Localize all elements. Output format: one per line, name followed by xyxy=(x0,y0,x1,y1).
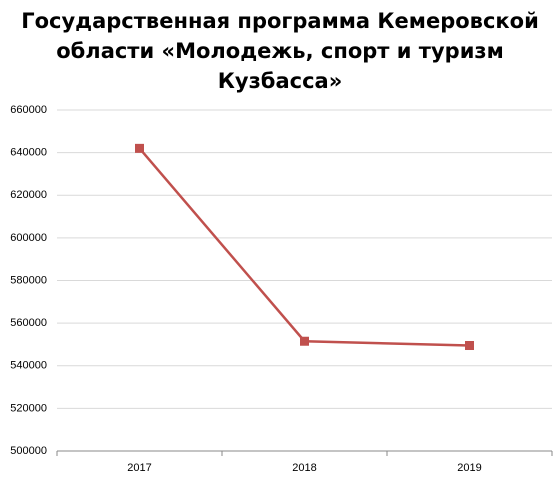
chart-title: Кузбасса» xyxy=(218,69,343,93)
y-tick-label: 540000 xyxy=(10,360,47,372)
y-tick-label: 620000 xyxy=(10,189,47,201)
marker xyxy=(300,336,309,346)
x-tick-label: 2018 xyxy=(292,462,316,474)
y-tick-label: 560000 xyxy=(10,317,47,329)
x-tick-label: 2017 xyxy=(127,462,151,474)
x-tick-label: 2019 xyxy=(457,462,481,474)
y-tick-label: 640000 xyxy=(10,147,47,159)
y-tick-label: 500000 xyxy=(10,445,47,457)
y-tick-label: 600000 xyxy=(10,232,47,244)
marker xyxy=(135,143,144,153)
y-tick-label: 660000 xyxy=(10,104,47,116)
marker xyxy=(465,341,474,351)
y-tick-label: 580000 xyxy=(10,274,47,286)
line-series xyxy=(138,147,470,347)
chart-title: Государственная программа Кемеровской xyxy=(21,9,539,33)
chart-title: области «Молодежь, спорт и туризм xyxy=(56,39,504,63)
y-tick-label: 520000 xyxy=(10,402,47,414)
